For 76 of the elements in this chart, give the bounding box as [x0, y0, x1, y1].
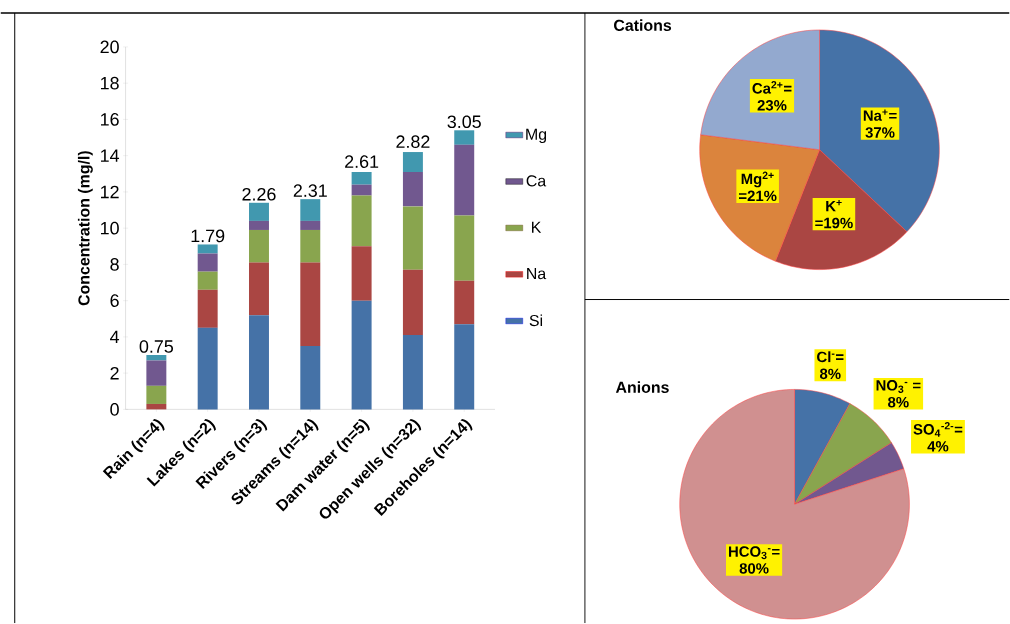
slice-label: Mg$^{2+}$ — [741, 171, 774, 188]
data-label: 23% — [757, 100, 787, 111]
bar — [351, 184, 372, 196]
bar — [197, 253, 218, 272]
bar — [402, 172, 423, 207]
bar — [146, 360, 167, 387]
slice-label: SO$_{4}$$^{-2-}$= — [913, 422, 963, 437]
bar — [402, 270, 423, 336]
bar — [454, 215, 475, 281]
chart-title: Cations — [614, 19, 672, 32]
y-tick-label: 6 — [110, 294, 119, 308]
y-tick-label: 4 — [110, 330, 120, 344]
y-axis-title: Concentration (mg/l) — [77, 151, 93, 306]
annotation: 2.82 — [396, 135, 430, 149]
text: Anions — [615, 381, 669, 394]
annotation: 3.05 — [447, 115, 481, 129]
annotation: 2.26 — [242, 188, 276, 201]
y-tick-label: 16 — [101, 113, 119, 126]
data-label: 8% — [888, 397, 909, 408]
bar — [197, 289, 218, 329]
bar — [351, 300, 372, 410]
bar — [146, 404, 167, 410]
data-label: 8% — [819, 368, 841, 380]
annotation: 2.31 — [293, 184, 327, 198]
y-tick-label: 0 — [110, 403, 119, 416]
data-label: =21% — [739, 190, 777, 202]
slice-label: Ca$^{2+}$= — [752, 81, 792, 94]
legend-label: Na — [527, 268, 547, 280]
bar — [197, 271, 218, 290]
bar — [197, 328, 218, 410]
slice-label: HCO$_{3}$$^{-}$= — [729, 546, 780, 560]
bar — [454, 324, 475, 410]
bar — [300, 221, 321, 231]
slice-label: K$^{+}$ — [826, 200, 842, 212]
bar — [454, 280, 475, 325]
bar — [402, 206, 423, 271]
bar — [351, 195, 372, 247]
legend-label: K — [532, 221, 542, 233]
annotation: 2.61 — [345, 155, 379, 169]
slice-label: NO$_{3}$$^{-}$ = — [876, 380, 921, 394]
bar — [249, 230, 269, 263]
bar — [249, 203, 269, 222]
y-tick-label: 18 — [101, 77, 119, 90]
data-label: 37% — [865, 127, 895, 139]
data-label: =19% — [815, 217, 853, 229]
annotation: 0.75 — [139, 340, 174, 354]
bar — [197, 244, 218, 254]
y-tick-label: 20 — [100, 40, 119, 54]
bar — [454, 130, 475, 146]
bar — [402, 335, 423, 410]
bar — [300, 346, 321, 410]
legend-label: Mg — [526, 129, 547, 144]
bar — [300, 262, 321, 347]
data-label: 80% — [739, 563, 769, 574]
y-tick-label: 12 — [101, 185, 119, 199]
bar — [454, 145, 475, 216]
slice-label: Na$^{+}$= — [863, 109, 897, 122]
bar — [249, 221, 269, 231]
bar — [249, 315, 269, 410]
y-tick-label: 2 — [110, 367, 119, 380]
bar — [146, 355, 167, 361]
slice-label: Cl$^{-}$= — [817, 351, 844, 363]
legend-label: Si — [529, 314, 543, 327]
annotation: 1.79 — [191, 229, 225, 243]
bar — [402, 152, 423, 173]
y-tick-label: 10 — [101, 222, 119, 235]
bar — [351, 172, 372, 185]
y-tick-label: 8 — [110, 258, 119, 271]
bar — [300, 230, 321, 263]
bar — [351, 246, 372, 301]
y-tick-label: 14 — [101, 149, 120, 163]
bar — [300, 199, 321, 222]
bar — [249, 262, 269, 316]
legend-label: Ca — [526, 175, 547, 187]
bar — [146, 386, 167, 405]
data-label: 4% — [927, 441, 949, 452]
